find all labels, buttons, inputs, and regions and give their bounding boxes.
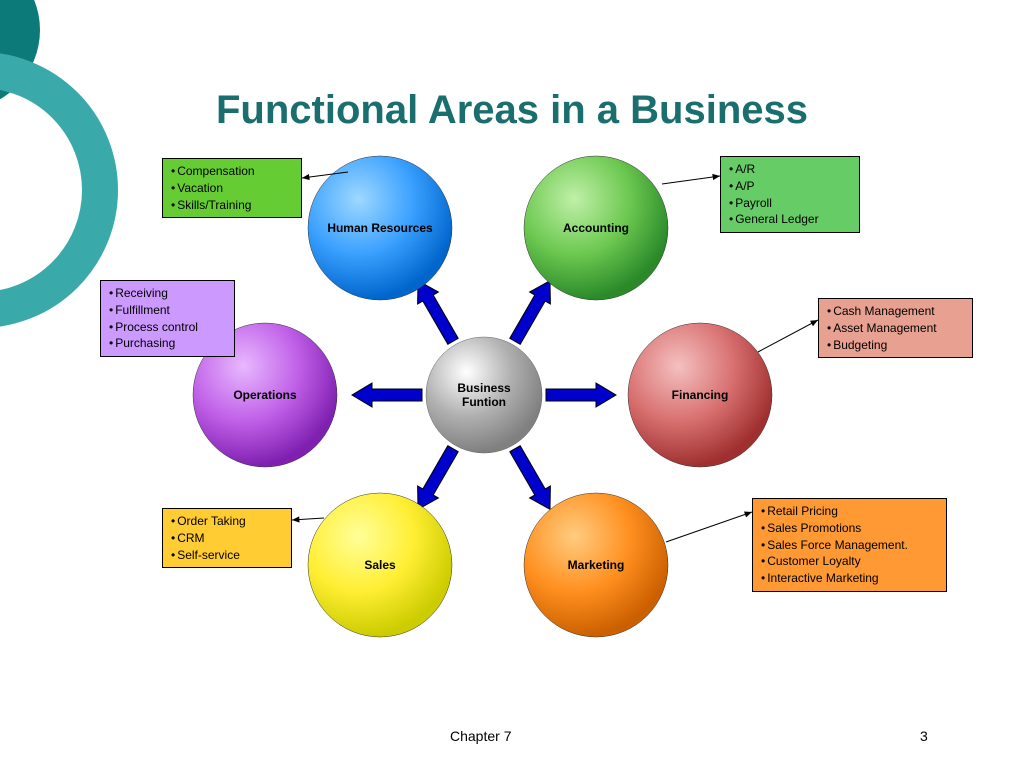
info-list-operations-box: ReceivingFulfillmentProcess controlPurch… xyxy=(109,285,226,352)
connector-arrow-financing-box xyxy=(810,320,818,326)
sphere-label-hr: Human Resources xyxy=(308,156,452,300)
sphere-text-accounting: Accounting xyxy=(555,221,637,235)
info-item-operations-box-3: Purchasing xyxy=(109,335,226,352)
center-sphere-label: BusinessFuntion xyxy=(426,337,542,453)
info-item-accounting-box-2: Payroll xyxy=(729,195,851,212)
info-item-operations-box-2: Process control xyxy=(109,319,226,336)
info-item-financing-box-1: Asset Management xyxy=(827,320,964,337)
sphere-label-sales: Sales xyxy=(308,493,452,637)
arrow-to-marketing xyxy=(510,446,551,510)
info-box-hr-box: CompensationVacationSkills/Training xyxy=(162,158,302,218)
info-item-accounting-box-1: A/P xyxy=(729,178,851,195)
info-box-sales-box: Order TakingCRMSelf-service xyxy=(162,508,292,568)
sphere-text-marketing: Marketing xyxy=(560,558,633,572)
info-item-marketing-box-1: Sales Promotions xyxy=(761,520,938,537)
sphere-text-financing: Financing xyxy=(664,388,737,402)
footer-chapter: Chapter 7 xyxy=(450,728,511,744)
info-item-sales-box-0: Order Taking xyxy=(171,513,283,530)
sphere-label-marketing: Marketing xyxy=(524,493,668,637)
info-item-financing-box-0: Cash Management xyxy=(827,303,964,320)
info-item-hr-box-1: Vacation xyxy=(171,180,293,197)
info-box-accounting-box: A/RA/PPayrollGeneral Ledger xyxy=(720,156,860,233)
center-label-text: BusinessFuntion xyxy=(449,381,518,410)
info-item-operations-box-1: Fulfillment xyxy=(109,302,226,319)
connector-arrow-marketing-box xyxy=(744,511,752,517)
connector-arrow-sales-box xyxy=(292,516,300,522)
info-list-marketing-box: Retail PricingSales PromotionsSales Forc… xyxy=(761,503,938,587)
info-item-accounting-box-0: A/R xyxy=(729,161,851,178)
info-item-marketing-box-4: Interactive Marketing xyxy=(761,570,938,587)
info-item-hr-box-2: Skills/Training xyxy=(171,197,293,214)
info-box-marketing-box: Retail PricingSales PromotionsSales Forc… xyxy=(752,498,947,592)
connector-sales-box xyxy=(292,518,324,520)
info-item-hr-box-0: Compensation xyxy=(171,163,293,180)
info-item-operations-box-0: Receiving xyxy=(109,285,226,302)
info-item-marketing-box-3: Customer Loyalty xyxy=(761,553,938,570)
info-item-sales-box-2: Self-service xyxy=(171,547,283,564)
sphere-text-sales: Sales xyxy=(356,558,403,572)
info-list-financing-box: Cash ManagementAsset ManagementBudgeting xyxy=(827,303,964,353)
footer-page: 3 xyxy=(920,728,928,744)
connector-marketing-box xyxy=(666,512,752,542)
info-item-marketing-box-0: Retail Pricing xyxy=(761,503,938,520)
arrow-to-sales xyxy=(418,446,459,510)
sphere-text-hr: Human Resources xyxy=(319,221,440,235)
info-item-financing-box-2: Budgeting xyxy=(827,337,964,354)
sphere-label-financing: Financing xyxy=(628,323,772,467)
arrow-to-financing xyxy=(546,383,616,407)
connector-financing-box xyxy=(758,320,818,352)
info-item-marketing-box-2: Sales Force Management. xyxy=(761,537,938,554)
info-box-financing-box: Cash ManagementAsset ManagementBudgeting xyxy=(818,298,973,358)
arrow-to-accounting xyxy=(510,281,551,345)
info-list-hr-box: CompensationVacationSkills/Training xyxy=(171,163,293,213)
arrow-to-hr xyxy=(418,281,459,345)
info-list-sales-box: Order TakingCRMSelf-service xyxy=(171,513,283,563)
info-item-sales-box-1: CRM xyxy=(171,530,283,547)
connector-arrow-hr-box xyxy=(302,174,310,180)
sphere-label-accounting: Accounting xyxy=(524,156,668,300)
arrow-to-operations xyxy=(352,383,422,407)
sphere-text-operations: Operations xyxy=(225,388,304,402)
connector-arrow-accounting-box xyxy=(712,174,720,180)
info-item-accounting-box-3: General Ledger xyxy=(729,211,851,228)
info-list-accounting-box: A/RA/PPayrollGeneral Ledger xyxy=(729,161,851,228)
info-box-operations-box: ReceivingFulfillmentProcess controlPurch… xyxy=(100,280,235,357)
connector-accounting-box xyxy=(662,176,720,184)
page-title: Functional Areas in a Business xyxy=(0,88,1024,133)
